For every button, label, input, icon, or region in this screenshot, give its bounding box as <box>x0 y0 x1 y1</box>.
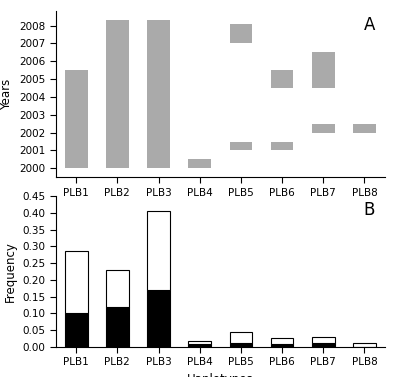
Bar <box>312 343 335 347</box>
Bar <box>353 343 376 347</box>
Bar <box>312 124 335 133</box>
Bar <box>147 211 170 290</box>
Bar <box>189 159 211 168</box>
Bar <box>229 141 252 150</box>
Bar <box>106 270 129 307</box>
Bar <box>106 307 129 347</box>
Bar <box>65 251 87 313</box>
Bar <box>189 344 211 347</box>
Text: B: B <box>364 201 375 219</box>
Bar <box>65 313 87 347</box>
Text: A: A <box>364 16 375 34</box>
Bar <box>189 342 211 344</box>
Bar <box>312 337 335 343</box>
Bar <box>147 20 170 168</box>
Bar <box>271 141 293 150</box>
Bar <box>229 343 252 347</box>
Bar <box>65 70 87 168</box>
Bar <box>229 332 252 343</box>
Bar <box>229 24 252 43</box>
Y-axis label: Frequency: Frequency <box>4 241 17 302</box>
Bar <box>271 338 293 344</box>
Bar <box>147 290 170 347</box>
Bar <box>106 20 129 168</box>
Bar <box>271 344 293 347</box>
Bar <box>271 70 293 88</box>
Y-axis label: Years: Years <box>0 79 13 110</box>
Bar <box>312 52 335 88</box>
X-axis label: Haplotypes: Haplotypes <box>187 373 254 377</box>
Bar <box>353 124 376 133</box>
